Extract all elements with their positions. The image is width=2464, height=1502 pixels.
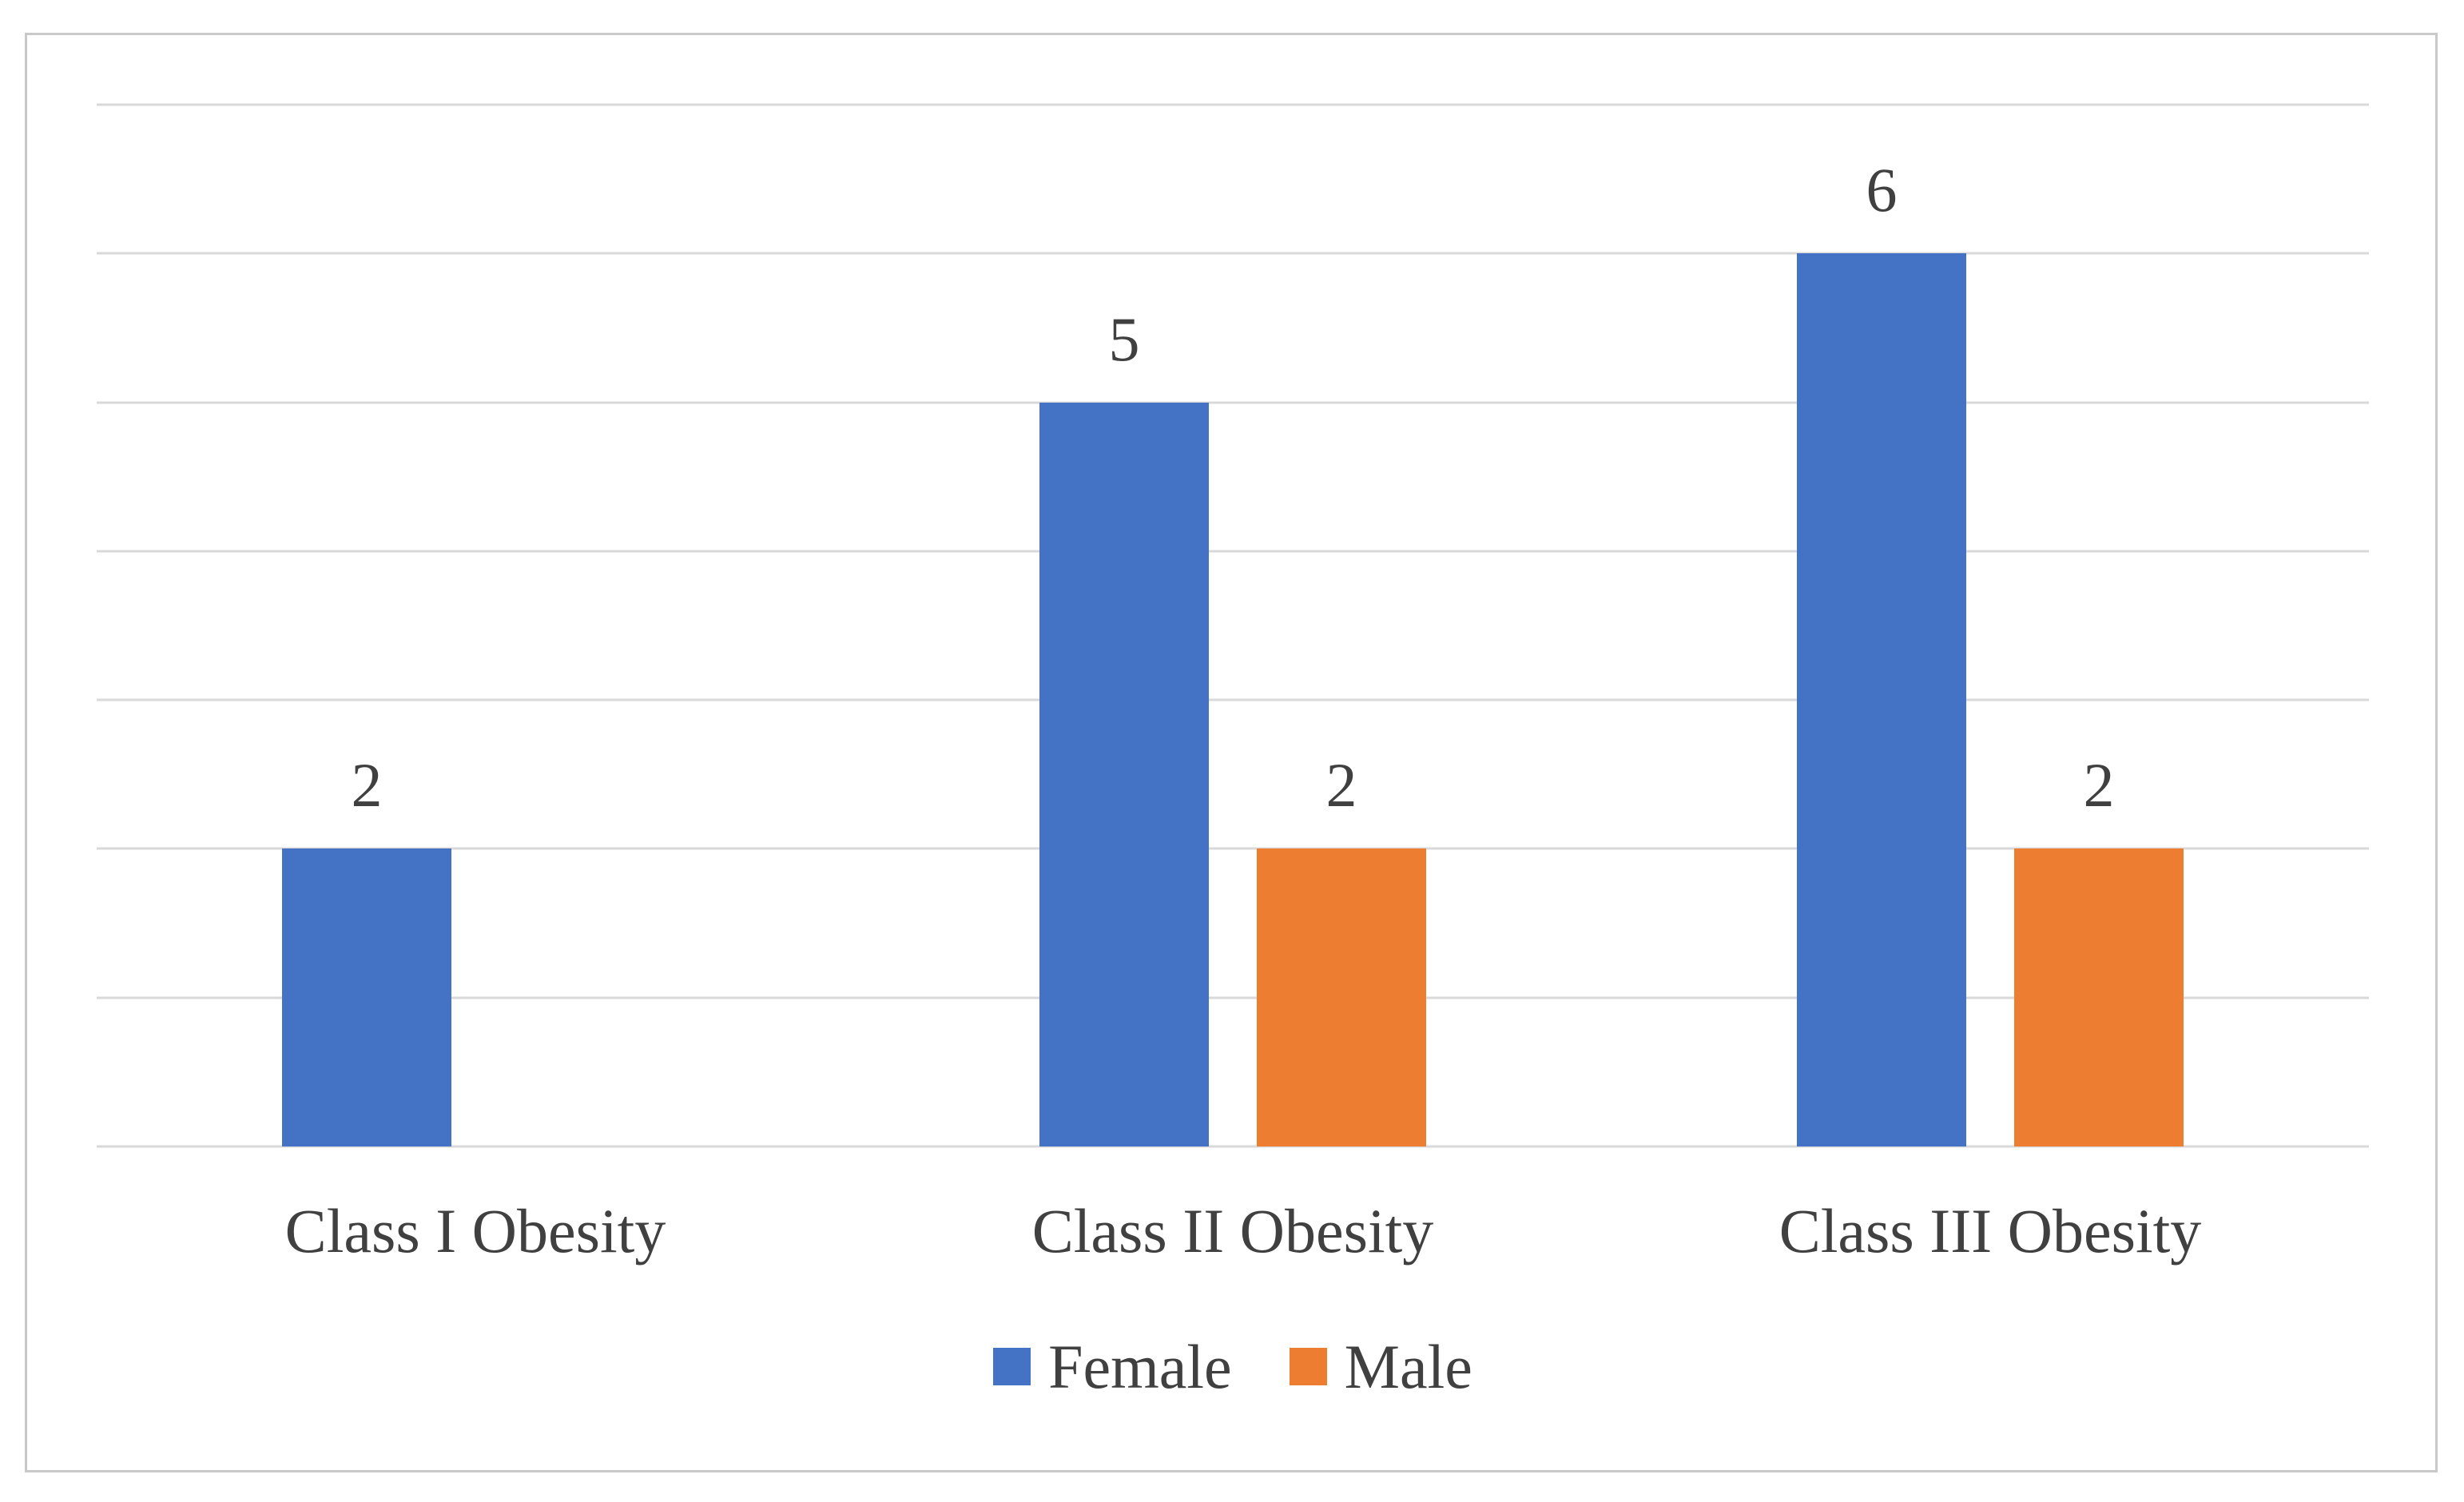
- category-label: Class II Obesity: [1031, 1196, 1434, 1266]
- gridline: [97, 1145, 2369, 1148]
- legend-label-male: Male: [1344, 1332, 1472, 1401]
- bar-male-category-3: [2014, 848, 2184, 1146]
- legend: Female Male: [97, 1333, 2369, 1401]
- legend-item-male: Male: [1289, 1332, 1472, 1401]
- gridline: [97, 550, 2369, 553]
- gridline: [97, 252, 2369, 255]
- data-label: 2: [1325, 750, 1357, 821]
- chart-frame: [25, 33, 2438, 1472]
- category-label: Class III Obesity: [1778, 1196, 2202, 1266]
- gridline: [97, 103, 2369, 106]
- data-label: 2: [2083, 750, 2115, 821]
- x-axis: Class I Obesity Class II Obesity Class III…: [97, 1195, 2369, 1275]
- bar-female-category-1: [282, 848, 451, 1146]
- category-label: Class I Obesity: [284, 1196, 666, 1266]
- gridline: [97, 401, 2369, 404]
- legend-swatch-male-icon: [1289, 1348, 1327, 1386]
- gridline: [97, 698, 2369, 701]
- legend-label-female: Female: [1048, 1332, 1232, 1401]
- plot-area: 2 5 2 6 2: [97, 103, 2369, 1148]
- bar-female-category-3: [1797, 253, 1966, 1146]
- data-label: 6: [1866, 155, 1898, 225]
- gridline: [97, 847, 2369, 850]
- bar-male-category-2: [1257, 848, 1426, 1146]
- gridlines: [97, 103, 2369, 1148]
- data-label: 5: [1108, 304, 1140, 374]
- bar-female-category-2: [1039, 402, 1209, 1146]
- data-label: 2: [351, 750, 383, 821]
- legend-swatch-female-icon: [993, 1348, 1031, 1386]
- legend-item-female: Female: [993, 1333, 1232, 1401]
- gridline: [97, 996, 2369, 999]
